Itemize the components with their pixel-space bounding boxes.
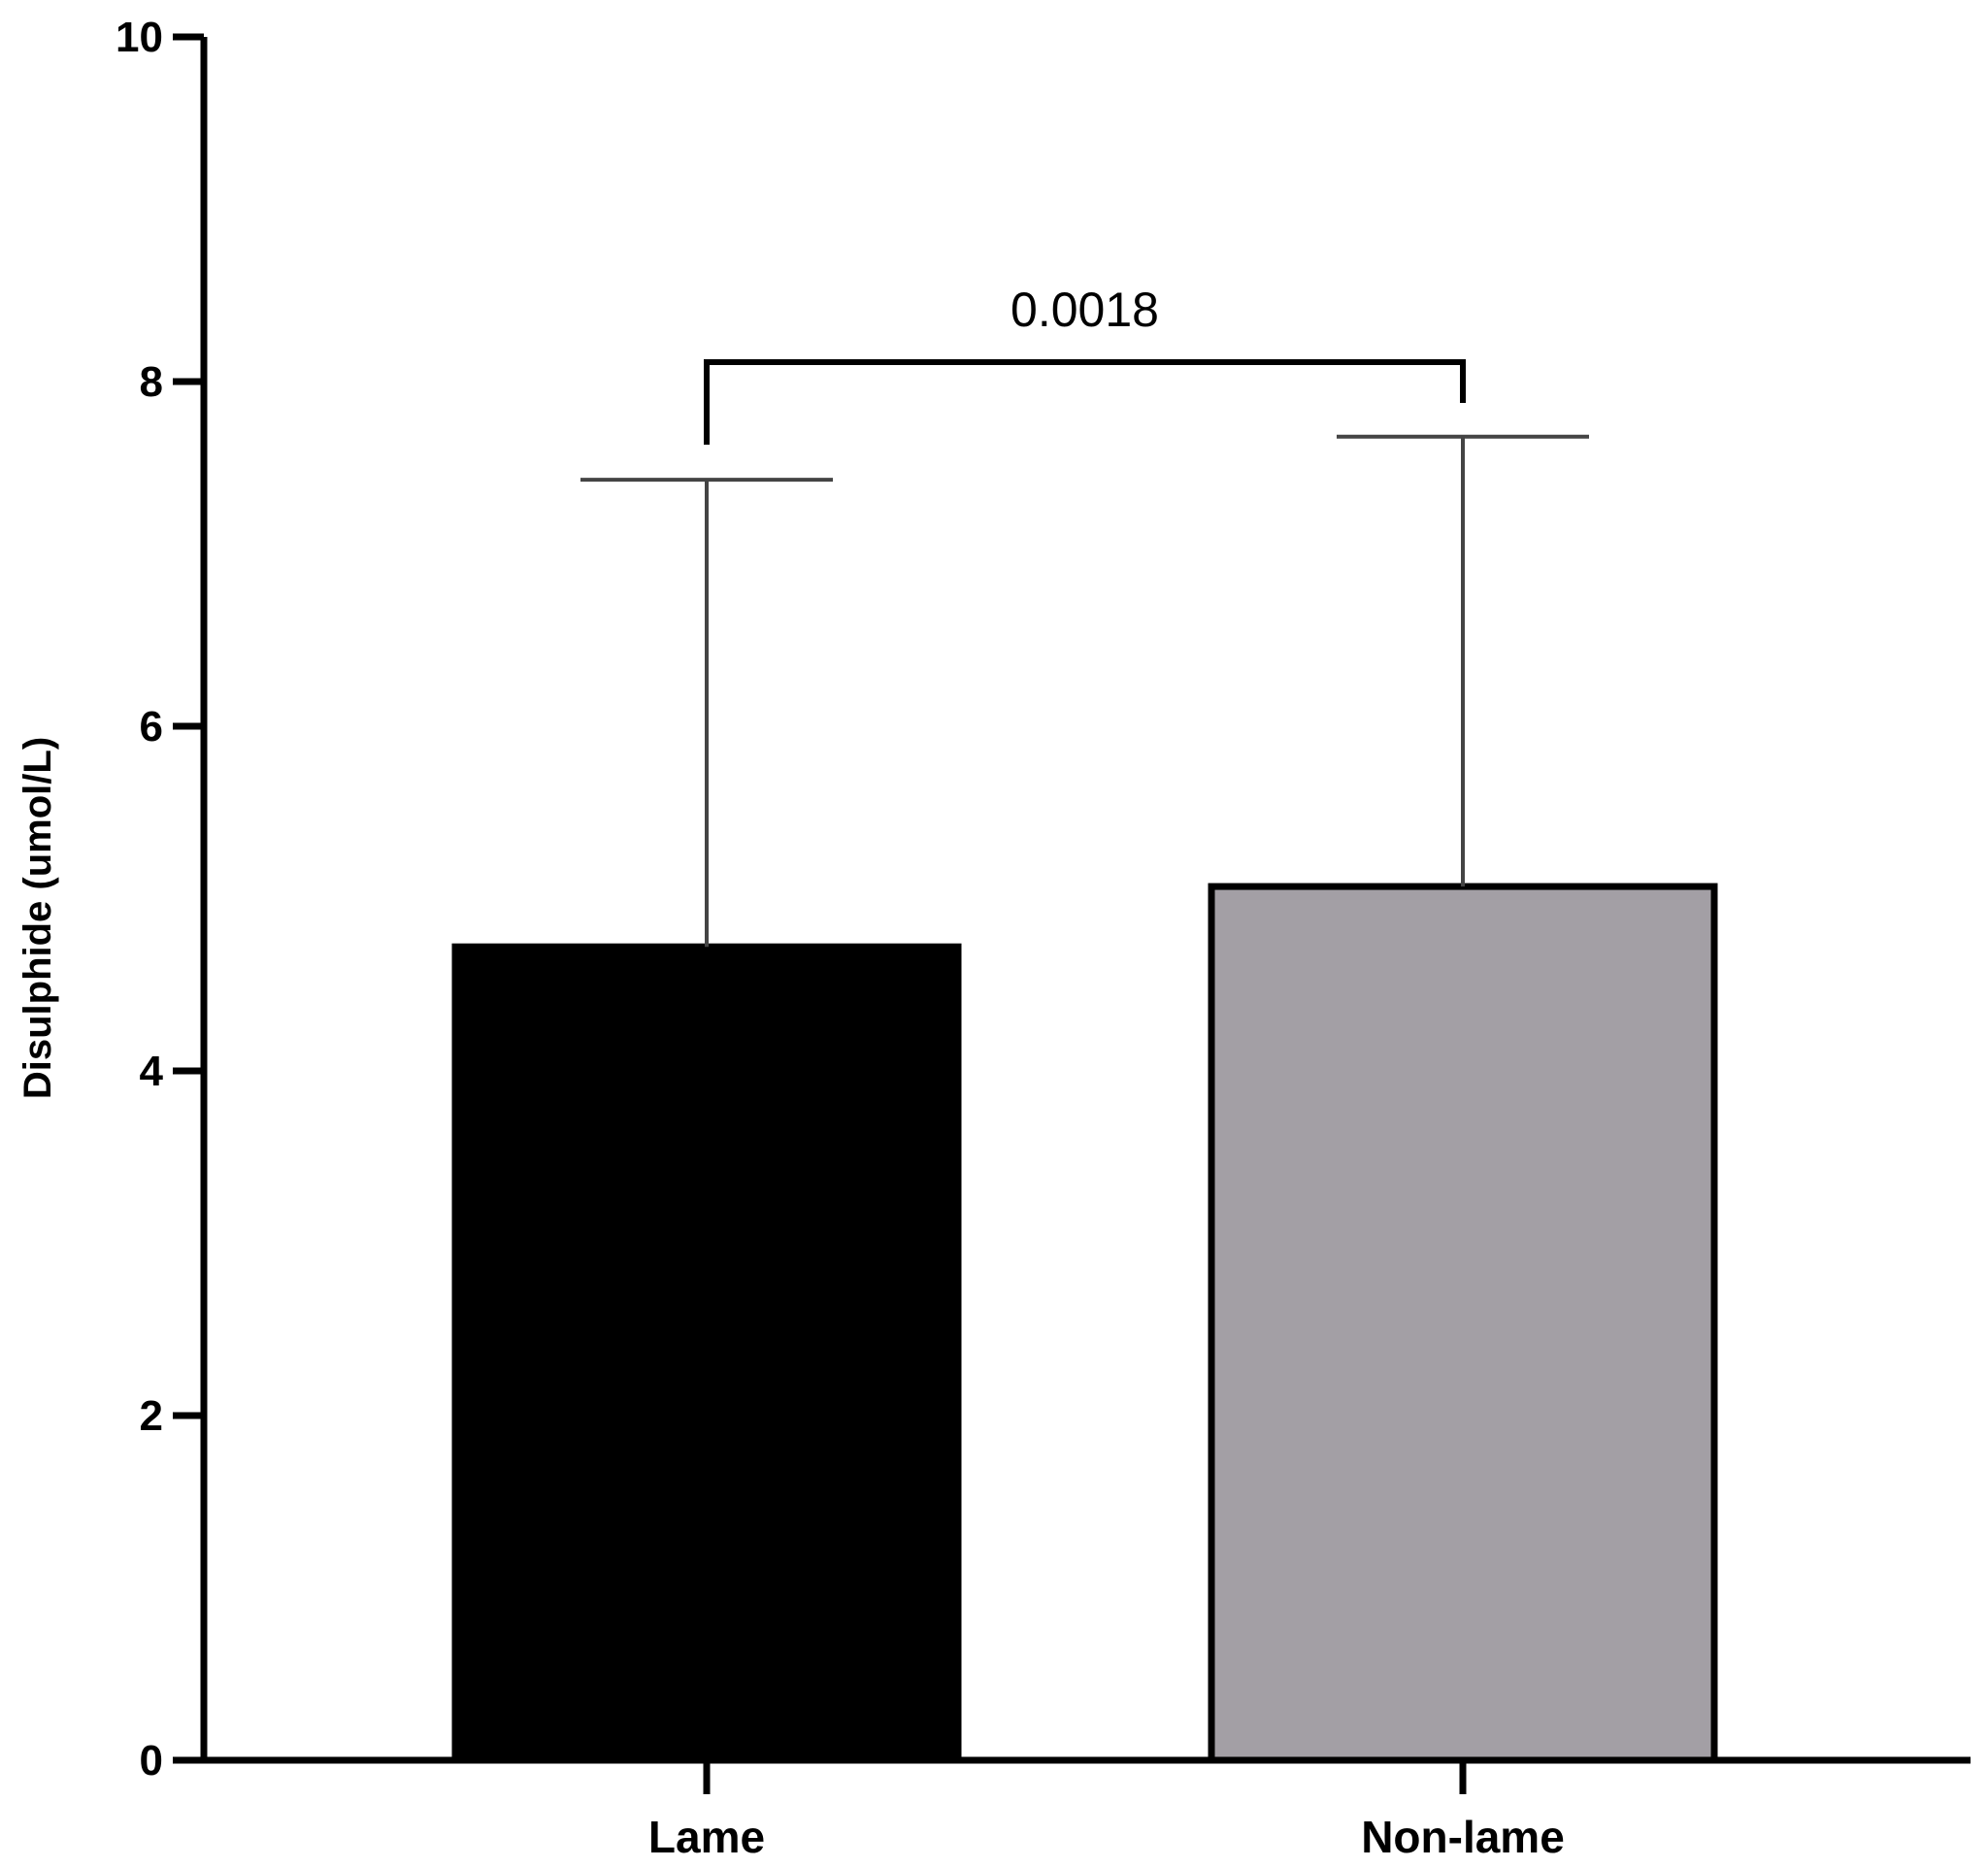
significance-bracket xyxy=(704,359,1466,445)
error-bars-layer xyxy=(580,434,1589,948)
y-tick-label: 2 xyxy=(140,1392,163,1440)
y-axis-title: Disulphide (umol/L) xyxy=(17,737,59,1099)
x-tick-label: Non-lame xyxy=(1361,1812,1565,1862)
annotation-layer: 0.0018 xyxy=(704,283,1466,445)
axes-layer: 0 2 4 6 8 10 Lame Non-lame xyxy=(116,14,1971,1862)
x-tick-label: Lame xyxy=(648,1812,765,1862)
y-tick-label: 8 xyxy=(140,358,163,406)
y-tick-label: 0 xyxy=(140,1737,163,1785)
bar-non-lame xyxy=(1208,883,1718,1764)
bars-layer xyxy=(451,883,1718,1764)
y-tick-label: 10 xyxy=(116,14,163,61)
y-tick-label: 4 xyxy=(140,1048,164,1095)
significance-label: 0.0018 xyxy=(1011,283,1159,337)
bar-lame xyxy=(451,943,962,1764)
y-tick-label: 6 xyxy=(140,703,163,751)
